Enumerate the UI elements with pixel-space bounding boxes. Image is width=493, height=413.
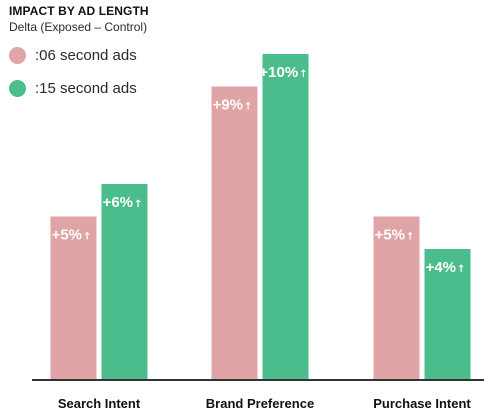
- chart-subtitle: Delta (Exposed – Control): [9, 20, 148, 34]
- legend-label-15-second-ads: :15 second ads: [35, 80, 137, 97]
- category-label-brand-preference: Brand Preference: [206, 396, 314, 411]
- data-label-06-second-ads-brand-preference: +9%↑: [213, 97, 253, 114]
- legend-swatch-15-second-ads: [9, 80, 26, 97]
- legend-item-15-second-ads: :15 second ads: [9, 80, 137, 97]
- data-label-15-second-ads-search-intent: +6%↑: [103, 194, 143, 211]
- bar-15-second-ads-purchase-intent: [424, 249, 471, 379]
- data-label-06-second-ads-purchase-intent: +5%↑: [375, 227, 415, 244]
- bar-06-second-ads-purchase-intent: [373, 216, 420, 379]
- bar-06-second-ads-brand-preference: [211, 86, 258, 379]
- legend-label-06-second-ads: :06 second ads: [35, 47, 137, 64]
- legend-swatch-06-second-ads: [9, 47, 26, 64]
- legend-item-06-second-ads: :06 second ads: [9, 47, 137, 64]
- bar-06-second-ads-search-intent: [50, 216, 97, 379]
- data-label-15-second-ads-purchase-intent: +4%↑: [426, 259, 466, 276]
- chart-title: IMPACT BY AD LENGTH: [9, 4, 149, 18]
- category-label-purchase-intent: Purchase Intent: [373, 396, 471, 411]
- category-label-search-intent: Search Intent: [58, 396, 141, 411]
- bar-15-second-ads-brand-preference: [262, 54, 309, 379]
- data-label-06-second-ads-search-intent: +5%↑: [52, 227, 92, 244]
- bar-15-second-ads-search-intent: [101, 184, 148, 379]
- data-label-15-second-ads-brand-preference: +10%↑: [259, 64, 307, 81]
